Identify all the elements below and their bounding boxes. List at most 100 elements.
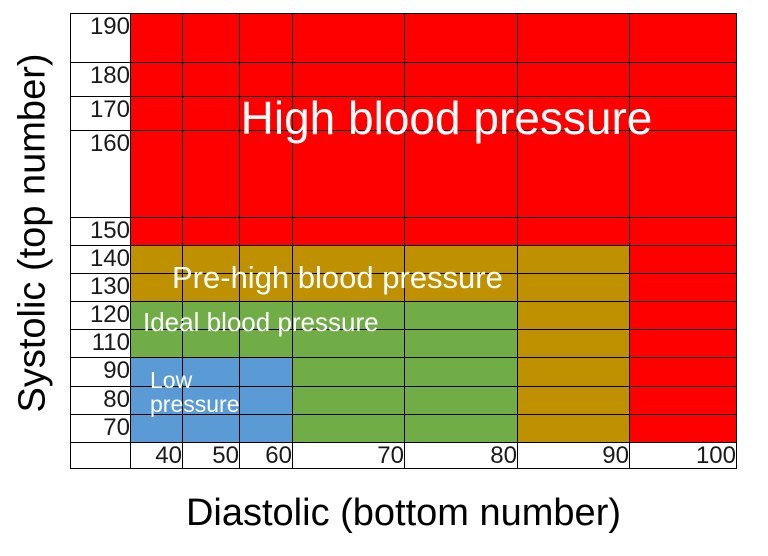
grid-cell-170-60 — [239, 96, 293, 131]
grid-row-160: 160 — [70, 130, 737, 218]
grid-cell-90-80 — [404, 357, 518, 387]
grid-cell-190-80 — [404, 13, 518, 63]
grid-cell-180-40 — [130, 62, 183, 97]
grid-row-140: 140 — [70, 245, 737, 274]
grid-cell-80-80 — [404, 386, 518, 415]
grid-cell-120-50 — [182, 301, 240, 330]
grid-cell-170-100 — [629, 96, 737, 131]
grid-cell-80-90 — [517, 386, 630, 415]
grid-cell-130-50 — [182, 273, 240, 302]
y-tick-90: 90 — [70, 357, 131, 387]
grid-cell-70-50 — [182, 414, 240, 443]
grid-cell-80-50 — [182, 386, 240, 415]
grid-cell-90-50 — [182, 357, 240, 387]
x-axis-label: Diastolic (bottom number) — [185, 492, 622, 534]
x-tick-50: 50 — [182, 442, 240, 469]
x-tick-80: 80 — [404, 442, 518, 469]
grid-cell-130-70 — [292, 273, 405, 302]
y-tick-120: 120 — [70, 301, 131, 330]
grid-cell-120-60 — [239, 301, 293, 330]
grid-cell-140-60 — [239, 245, 293, 274]
grid-cell-70-100 — [629, 414, 737, 443]
grid-cell-70-40 — [130, 414, 183, 443]
x-tick-40: 40 — [130, 442, 183, 469]
y-tick-80: 80 — [70, 386, 131, 415]
grid-row-130: 130 — [70, 273, 737, 302]
grid-cell-160-70 — [292, 130, 405, 218]
grid-cell-150-60 — [239, 217, 293, 246]
x-tick-60: 60 — [239, 442, 293, 469]
grid-cell-90-70 — [292, 357, 405, 387]
grid-cell-180-50 — [182, 62, 240, 97]
grid-row-150: 150 — [70, 217, 737, 246]
grid-cell-170-80 — [404, 96, 518, 131]
grid-row-180: 180 — [70, 62, 737, 97]
grid-cell-170-90 — [517, 96, 630, 131]
grid-cell-180-100 — [629, 62, 737, 97]
grid-cell-70-70 — [292, 414, 405, 443]
y-tick-180: 180 — [70, 62, 131, 97]
grid-cell-110-60 — [239, 329, 293, 358]
grid-cell-80-40 — [130, 386, 183, 415]
grid-cell-160-50 — [182, 130, 240, 218]
grid-cell-90-90 — [517, 357, 630, 387]
grid-cell-140-100 — [629, 245, 737, 274]
grid-cell-110-70 — [292, 329, 405, 358]
grid-cell-130-60 — [239, 273, 293, 302]
grid-cell-150-70 — [292, 217, 405, 246]
grid-cell-130-40 — [130, 273, 183, 302]
grid-cell-180-90 — [517, 62, 630, 97]
grid-cell-190-90 — [517, 13, 630, 63]
grid-cell-190-70 — [292, 13, 405, 63]
grid-cell-150-100 — [629, 217, 737, 246]
grid-cell-140-80 — [404, 245, 518, 274]
grid-cell-160-60 — [239, 130, 293, 218]
grid-cell-170-50 — [182, 96, 240, 131]
grid-cell-190-40 — [130, 13, 183, 63]
y-tick-110: 110 — [70, 329, 131, 358]
y-tick-190: 190 — [70, 13, 131, 63]
y-tick-150: 150 — [70, 217, 131, 246]
grid-cell-160-90 — [517, 130, 630, 218]
grid-cell-160-80 — [404, 130, 518, 218]
x-tick-100: 100 — [629, 442, 737, 469]
grid-cell-110-80 — [404, 329, 518, 358]
y-tick-140: 140 — [70, 245, 131, 274]
grid-cell-180-80 — [404, 62, 518, 97]
y-tick-170: 170 — [70, 96, 131, 131]
grid-cell-70-90 — [517, 414, 630, 443]
grid-cell-160-40 — [130, 130, 183, 218]
x-tick-90: 90 — [517, 442, 630, 469]
y-axis-label: Systolic (top number) — [11, 53, 54, 413]
grid-row-90: 90 — [70, 357, 737, 387]
grid-cell-190-60 — [239, 13, 293, 63]
grid-cell-140-90 — [517, 245, 630, 274]
grid-row-80: 80 — [70, 386, 737, 415]
grid-cell-90-40 — [130, 357, 183, 387]
grid-cell-80-100 — [629, 386, 737, 415]
grid-row-190: 190 — [70, 13, 737, 63]
corner-cell — [70, 442, 131, 469]
grid-cell-170-40 — [130, 96, 183, 131]
grid-cell-70-60 — [239, 414, 293, 443]
grid-cell-110-50 — [182, 329, 240, 358]
grid-row-170: 170 — [70, 96, 737, 131]
bp-grid-table: 190 180 170 160 150 140 130 120 110 90 80 70 40 50 60 7… — [70, 13, 737, 469]
grid-cell-130-100 — [629, 273, 737, 302]
grid-row-110: 110 — [70, 329, 737, 358]
grid-cell-160-100 — [629, 130, 737, 218]
grid-cell-70-80 — [404, 414, 518, 443]
grid-cell-170-70 — [292, 96, 405, 131]
y-tick-130: 130 — [70, 273, 131, 302]
grid-cell-190-50 — [182, 13, 240, 63]
grid-cell-190-100 — [629, 13, 737, 63]
grid-cell-120-40 — [130, 301, 183, 330]
grid-cell-90-100 — [629, 357, 737, 387]
grid-cell-120-90 — [517, 301, 630, 330]
grid-cell-90-60 — [239, 357, 293, 387]
grid-cell-180-60 — [239, 62, 293, 97]
grid-cell-180-70 — [292, 62, 405, 97]
grid-cell-120-100 — [629, 301, 737, 330]
grid-cell-130-90 — [517, 273, 630, 302]
grid-cell-140-50 — [182, 245, 240, 274]
